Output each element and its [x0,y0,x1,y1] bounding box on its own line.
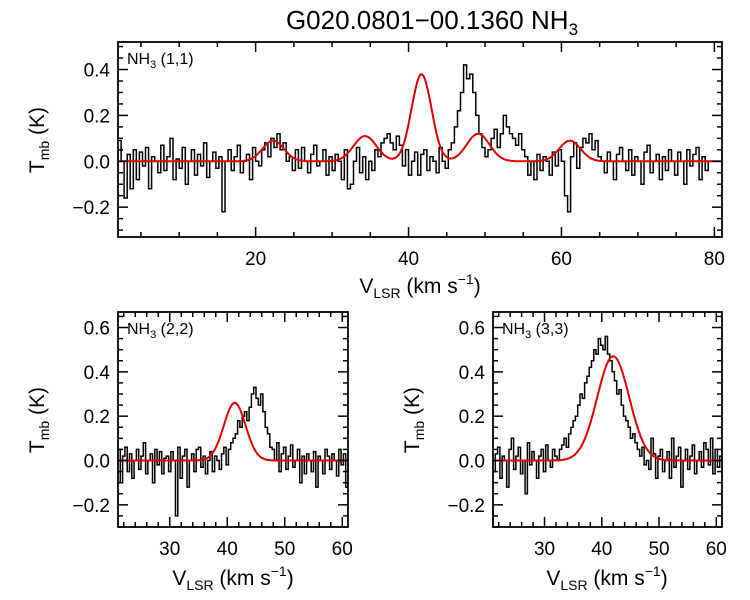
x-tick-label: 20 [245,249,266,270]
y-tick-label: 0.0 [84,452,110,473]
x-axis-label-sub: LSR [560,577,587,593]
x-tick-label: 50 [648,539,669,560]
x-axis-label-sup: −1 [271,563,287,579]
transition-label-molecule: NH [127,321,150,338]
y-axis-label: Tmb (K) [26,107,52,173]
y-axis-label-unit: (K) [26,107,49,141]
x-axis-label-sub: LSR [186,577,213,593]
x-axis-label-base: V [546,567,560,590]
x-axis-label-sup: −1 [645,563,661,579]
y-axis-label-base: T [26,440,49,453]
transition-label: NH3 (3,3) [502,321,569,341]
x-tick-label: 60 [706,539,727,560]
y-tick-label: −0.2 [72,198,110,219]
x-axis-label-base: V [172,567,186,590]
y-axis-label-base: T [401,440,424,453]
y-tick-label: 0.4 [84,61,111,82]
transition-label-molecule: NH [127,51,150,68]
y-tick-label: 0.2 [84,407,110,428]
spectrum-histogram [118,386,348,517]
transition-label-sub: 3 [150,329,156,341]
transition-label-suffix: (1,1) [156,51,193,68]
panel-nh3-33: 30 40 50 60 −0.2 0.0 0.2 0.4 0.6 NH3 (3,3) VLSR (k… [401,311,727,593]
plot-frame [117,41,723,238]
y-tick-label: 0.0 [459,452,485,473]
figure-title-molecule: NH [531,5,569,35]
y-tick-label: 0.6 [459,319,485,340]
x-axis-label-close: ) [474,275,481,298]
x-tick-label: 40 [398,249,419,270]
x-axis-label-unit: (km s [401,275,458,298]
y-axis-label-sub: mb [36,141,52,161]
x-tick-label: 30 [534,539,555,560]
figure-title-molecule-sub: 3 [569,20,578,39]
x-axis-label-close: ) [661,567,668,590]
y-axis-label-sub: mb [36,421,52,441]
y-axis-label: Tmb (K) [26,387,52,453]
panel-nh3-11: 20 40 60 80 −0.2 0.0 0.2 0.4 NH3 (1,1) VLSR (km s… [26,41,725,301]
transition-label-sub: 3 [150,59,156,71]
x-axis-label-close: ) [287,567,294,590]
gaussian-fit-line [118,73,722,163]
y-axis-label-base: T [26,160,49,173]
figure-title: G020.0801−00.1360 NH3 [286,5,578,39]
y-tick-label: −0.2 [72,496,110,517]
gaussian-fit-line [118,401,348,462]
transition-label-sub: 3 [525,329,531,341]
x-tick-label: 60 [332,539,353,560]
x-axis-label-unit: (km s [588,567,645,590]
x-axis-label-sub: LSR [373,285,400,301]
y-axis-label-unit: (K) [401,387,424,421]
plot-frame [492,311,723,528]
x-axis-label-sup: −1 [458,271,474,287]
x-tick-label: 50 [274,539,295,560]
x-axis-label: VLSR (km s−1) [546,563,667,593]
y-tick-label: 0.4 [84,363,111,384]
transition-label: NH3 (1,1) [127,51,194,71]
y-tick-label: 0.2 [459,407,485,428]
y-tick-label: 0.4 [459,363,486,384]
y-tick-label: 0.6 [84,319,110,340]
x-tick-label: 40 [217,539,238,560]
spectrum-histogram [118,64,712,213]
y-axis-label-sub: mb [411,421,427,441]
y-axis-label-unit: (K) [26,387,49,421]
plot-frame [117,311,349,528]
transition-label-suffix: (3,3) [531,321,568,338]
y-axis-label: Tmb (K) [401,387,427,453]
x-axis-label-base: V [359,275,373,298]
x-tick-label: 40 [591,539,612,560]
figure-title-source: G020.0801−00.1360 [286,5,524,35]
transition-label: NH3 (2,2) [127,321,194,341]
transition-label-suffix: (2,2) [156,321,193,338]
transition-label-molecule: NH [502,321,525,338]
x-axis-label-unit: (km s [214,567,271,590]
y-tick-label: 0.2 [84,106,110,127]
panel-nh3-22: 30 40 50 60 −0.2 0.0 0.2 0.4 0.6 NH3 (2,2) VLSR (k… [26,311,353,593]
y-tick-label: 0.0 [84,152,110,173]
x-tick-label: 60 [551,249,572,270]
x-tick-label: 80 [704,249,725,270]
gaussian-fit-line [493,355,722,462]
y-tick-label: −0.2 [447,496,485,517]
x-axis-label: VLSR (km s−1) [359,271,480,301]
spectrum-histogram [493,335,722,495]
x-tick-label: 30 [159,539,180,560]
x-axis-label: VLSR (km s−1) [172,563,293,593]
